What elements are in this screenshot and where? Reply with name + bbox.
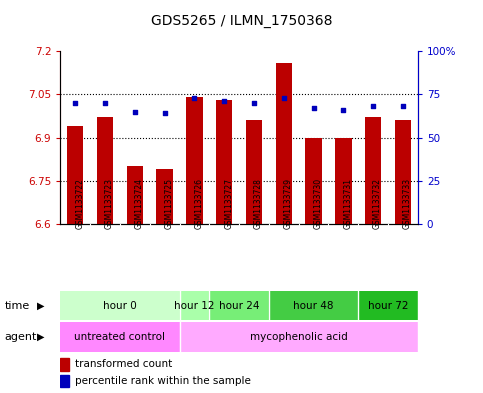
Text: GSM1133727: GSM1133727	[224, 178, 233, 229]
Point	[399, 103, 407, 110]
Text: GSM1133733: GSM1133733	[403, 178, 412, 229]
Bar	[246, 120, 262, 224]
Bar	[60, 291, 180, 320]
Text: hour 24: hour 24	[219, 301, 259, 310]
Text: GSM1133722: GSM1133722	[75, 178, 84, 229]
Bar	[269, 291, 358, 320]
Text: hour 0: hour 0	[103, 301, 137, 310]
Bar	[67, 126, 84, 224]
Text: ▶: ▶	[37, 301, 45, 310]
Bar	[156, 169, 173, 224]
Bar	[216, 100, 232, 224]
Bar	[60, 375, 70, 387]
Point	[131, 108, 139, 115]
Text: GSM1133723: GSM1133723	[105, 178, 114, 229]
Text: agent: agent	[5, 332, 37, 342]
Bar	[180, 291, 209, 320]
Text: GSM1133725: GSM1133725	[165, 178, 173, 229]
Text: GSM1133731: GSM1133731	[343, 178, 352, 229]
Text: ▶: ▶	[37, 332, 45, 342]
Point	[220, 98, 228, 105]
Text: hour 12: hour 12	[174, 301, 214, 310]
Bar	[276, 62, 292, 224]
Point	[340, 107, 347, 113]
Bar	[186, 97, 202, 224]
Point	[101, 100, 109, 106]
Text: GSM1133732: GSM1133732	[373, 178, 382, 229]
Bar	[305, 138, 322, 224]
Point	[191, 95, 199, 101]
Text: GSM1133730: GSM1133730	[313, 178, 323, 229]
Text: hour 72: hour 72	[368, 301, 408, 310]
Bar	[358, 291, 418, 320]
Bar	[180, 322, 418, 352]
Text: percentile rank within the sample: percentile rank within the sample	[75, 376, 251, 386]
Text: GSM1133726: GSM1133726	[194, 178, 203, 229]
Bar	[365, 118, 381, 224]
Bar	[395, 120, 411, 224]
Point	[310, 105, 317, 111]
Text: GSM1133724: GSM1133724	[135, 178, 144, 229]
Text: GSM1133728: GSM1133728	[254, 178, 263, 229]
Text: mycophenolic acid: mycophenolic acid	[250, 332, 348, 342]
Text: hour 48: hour 48	[293, 301, 334, 310]
Text: transformed count: transformed count	[75, 359, 172, 369]
Text: GDS5265 / ILMN_1750368: GDS5265 / ILMN_1750368	[151, 14, 332, 28]
Bar	[60, 322, 180, 352]
Bar	[335, 138, 352, 224]
Point	[161, 110, 169, 116]
Bar	[127, 166, 143, 224]
Bar	[209, 291, 269, 320]
Bar	[97, 118, 113, 224]
Point	[280, 95, 288, 101]
Point	[369, 103, 377, 110]
Text: GSM1133729: GSM1133729	[284, 178, 293, 229]
Point	[71, 100, 79, 106]
Point	[250, 100, 258, 106]
Text: untreated control: untreated control	[74, 332, 166, 342]
Text: time: time	[5, 301, 30, 310]
Bar	[60, 358, 70, 371]
